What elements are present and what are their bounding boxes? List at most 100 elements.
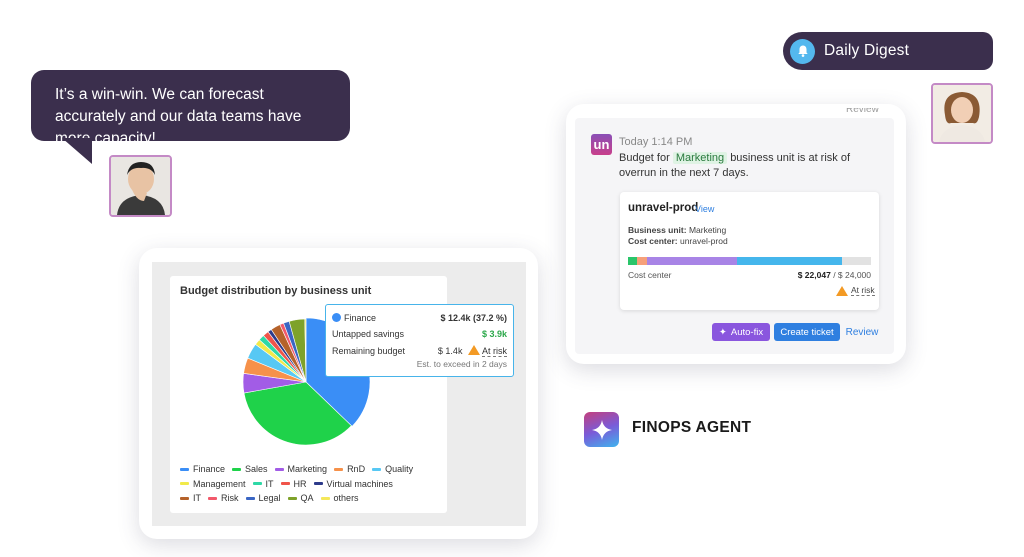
cost-center-line: Cost center: unravel-prod	[628, 236, 728, 246]
cost-spent: $ 22,047	[797, 270, 831, 280]
avatar	[109, 155, 172, 217]
legend-swatch	[274, 467, 284, 471]
testimonial-text: It’s a win-win. We can forecast accurate…	[55, 86, 302, 147]
cost-center-title: unravel-prod	[628, 202, 699, 214]
bell-icon	[790, 38, 815, 64]
legend-item[interactable]: RnD	[334, 464, 365, 474]
warning-icon	[467, 345, 480, 355]
tooltip-series-value: $ 12.4k (37.2 %)	[440, 313, 507, 323]
pie-slice-others[interactable]	[304, 318, 307, 383]
cost-center-label: Cost center:	[628, 236, 678, 246]
legend-item[interactable]: Quality	[372, 464, 413, 474]
legend-swatch	[245, 496, 255, 500]
tooltip-series-row: Finance $ 12.4k (37.2 %)	[332, 313, 507, 323]
warning-icon	[836, 285, 848, 296]
legend-swatch	[372, 467, 382, 471]
message-suffix: business unit is at risk of overrun in t…	[619, 152, 851, 179]
legend-label: Legal	[258, 493, 281, 504]
budget-pie-chart[interactable]	[236, 312, 376, 452]
legend-item[interactable]: Management	[180, 479, 246, 489]
business-unit-value: Marketing	[688, 225, 727, 235]
budget-bar-segment	[737, 257, 842, 265]
budget-bar-segment	[636, 257, 648, 265]
tooltip-savings-value: $ 3.9k	[481, 329, 507, 339]
legend-item[interactable]: Sales	[232, 464, 268, 474]
legend-label: IT	[193, 493, 201, 504]
daily-digest-pill[interactable]: Daily Digest	[783, 32, 993, 70]
legend-item[interactable]: Legal	[245, 493, 281, 504]
bubble-tail	[62, 138, 92, 164]
series-dot	[332, 313, 341, 322]
auto-fix-label: Auto-fix	[730, 326, 764, 338]
tooltip-savings-row: Untapped savings $ 3.9k	[332, 329, 507, 339]
legend-swatch	[313, 482, 323, 486]
tooltip-remaining-row: Remaining budget $ 1.4k At risk	[332, 345, 507, 357]
cost-center-card	[620, 192, 879, 310]
tooltip-savings-label: Untapped savings	[332, 329, 405, 339]
message-prefix: Budget for	[619, 152, 670, 164]
tooltip-remaining-label: Remaining budget	[332, 345, 406, 356]
business-unit-tag: Marketing	[672, 152, 728, 164]
legend-item[interactable]: HR	[280, 478, 307, 489]
at-risk-label: At risk	[851, 285, 875, 296]
pie-slice-sales[interactable]	[243, 381, 352, 446]
legend-item[interactable]: QA	[287, 493, 314, 504]
finops-agent-logo	[584, 412, 619, 447]
legend-item[interactable]: IT	[252, 478, 274, 489]
message-timestamp: Today 1:14 PM	[619, 136, 693, 148]
tooltip-remaining-value: $ 1.4k	[437, 346, 463, 356]
testimonial-bubble: It’s a win-win. We can forecast accurate…	[31, 70, 350, 147]
legend-item[interactable]: Risk	[208, 493, 239, 503]
legend-row: IT Risk Legal QA others	[180, 491, 442, 506]
legend-label: QA	[300, 493, 314, 504]
logo-text: un	[593, 137, 610, 152]
at-risk-indicator: At risk	[836, 285, 875, 296]
budget-bar-segment	[647, 257, 738, 265]
create-ticket-button[interactable]: Create ticket	[774, 323, 840, 341]
review-link[interactable]: Review	[845, 326, 879, 338]
legend-label: IT	[265, 478, 274, 489]
budget-progress-bar	[628, 257, 871, 265]
legend-row: Management IT HR Virtual machines	[180, 477, 442, 492]
legend-swatch	[180, 496, 189, 500]
legend-item[interactable]: Finance	[180, 464, 225, 474]
legend-label: HR	[293, 478, 307, 489]
legend-item[interactable]: Virtual machines	[313, 478, 393, 489]
tooltip-at-risk: At risk	[481, 346, 507, 357]
legend-item[interactable]: IT	[180, 493, 201, 503]
legend-swatch	[287, 496, 297, 500]
legend-swatch	[180, 482, 189, 486]
legend-label: Finance	[193, 464, 226, 475]
business-unit-line: Business unit: Marketing	[628, 225, 726, 235]
legend-swatch	[208, 496, 217, 500]
legend-label: Quality	[385, 464, 414, 475]
legend-row: Finance Sales Marketing RnD Quality	[180, 462, 442, 477]
tooltip-note: Est. to exceed in 2 days	[416, 359, 507, 369]
sparkle-icon	[591, 419, 612, 440]
finops-agent-label: FINOPS AGENT	[632, 419, 752, 436]
legend-label: Virtual machines	[326, 478, 393, 489]
budget-bar-segment	[841, 257, 871, 265]
legend-label: Sales	[245, 464, 268, 475]
chart-legend: Finance Sales Marketing RnD Quality Managemen…	[180, 462, 442, 506]
legend-label: RnD	[347, 464, 366, 475]
cost-center-value: unravel-prod	[679, 236, 728, 246]
legend-label: Marketing	[287, 464, 328, 475]
legend-item[interactable]: Marketing	[274, 464, 328, 475]
legend-swatch	[334, 467, 344, 471]
notification-message: Budget for Marketing business unit is at…	[619, 151, 889, 181]
business-unit-label: Business unit:	[628, 225, 687, 235]
cost-value: $ 22,047 / $ 24,000	[798, 270, 871, 280]
legend-label: Management	[193, 478, 246, 489]
legend-swatch	[180, 467, 189, 471]
legend-item[interactable]: others	[320, 493, 359, 504]
legend-swatch	[320, 496, 330, 500]
legend-swatch	[252, 482, 262, 486]
legend-swatch	[280, 482, 290, 486]
legend-swatch	[232, 467, 242, 471]
chart-title: Budget distribution by business unit	[180, 285, 372, 297]
cost-total: / $ 24,000	[833, 270, 871, 280]
view-link[interactable]: View	[695, 204, 715, 214]
auto-fix-button[interactable]: ✦ Auto-fix	[712, 323, 770, 341]
legend-label: others	[333, 493, 359, 504]
